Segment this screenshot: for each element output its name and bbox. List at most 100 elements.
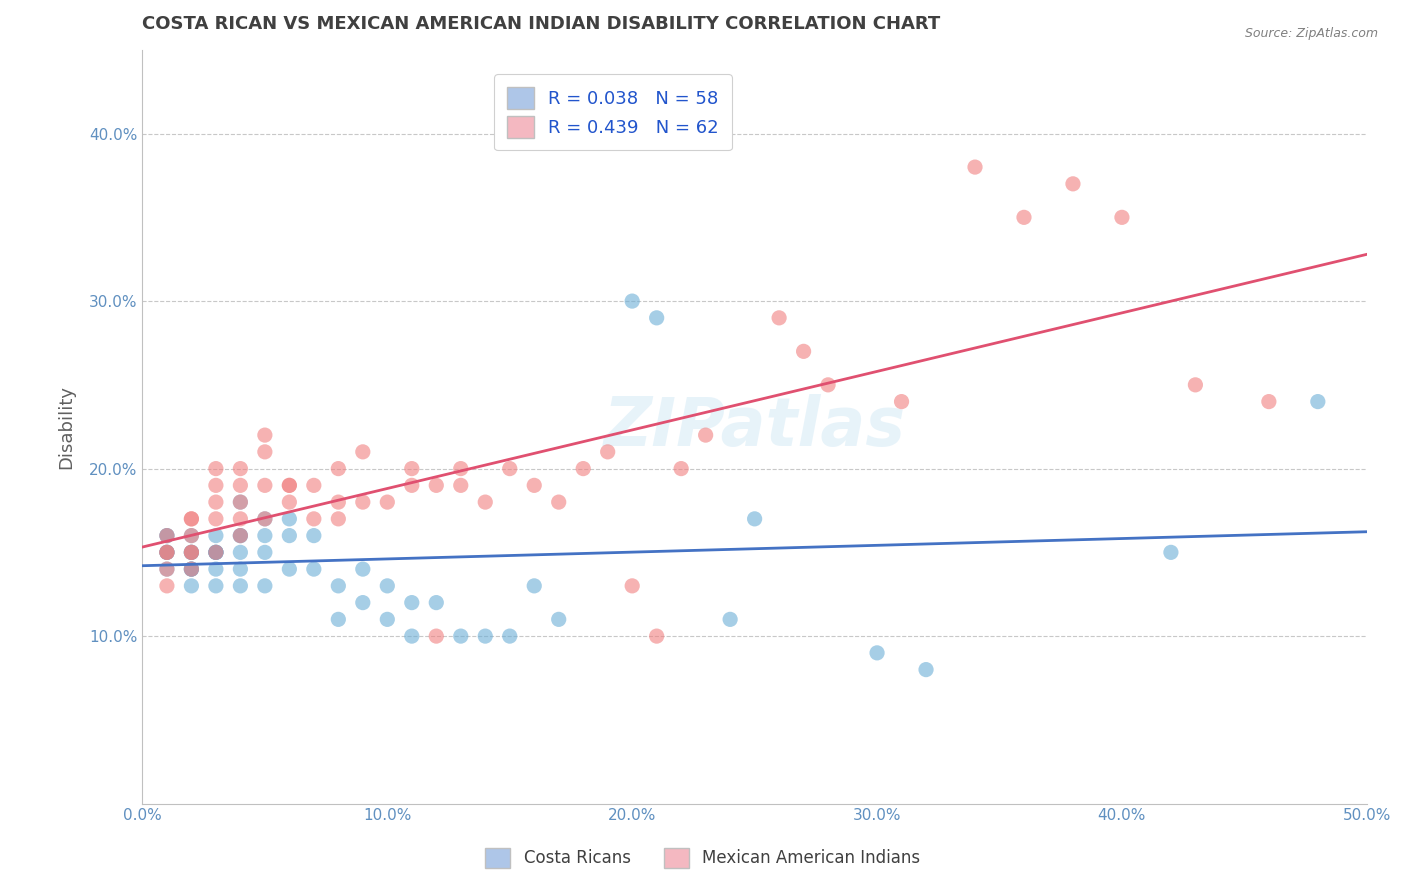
Point xyxy=(1184,377,1206,392)
Point xyxy=(718,612,741,626)
Point xyxy=(1012,211,1035,225)
Point xyxy=(1062,177,1084,191)
Point xyxy=(621,294,644,309)
Point xyxy=(1306,394,1329,409)
Point xyxy=(352,495,374,509)
Point xyxy=(180,512,202,526)
Point xyxy=(229,495,252,509)
Point xyxy=(180,562,202,576)
Point xyxy=(180,545,202,559)
Point xyxy=(229,545,252,559)
Point xyxy=(768,310,790,325)
Point xyxy=(401,478,423,492)
Point xyxy=(180,545,202,559)
Point xyxy=(328,461,350,475)
Point xyxy=(1111,211,1133,225)
Point xyxy=(229,528,252,542)
Point xyxy=(278,478,301,492)
Point xyxy=(302,478,325,492)
Point xyxy=(328,495,350,509)
Point xyxy=(669,461,692,475)
Legend: R = 0.038   N = 58, R = 0.439   N = 62: R = 0.038 N = 58, R = 0.439 N = 62 xyxy=(495,74,731,151)
Point xyxy=(450,478,472,492)
Point xyxy=(352,562,374,576)
Point xyxy=(401,596,423,610)
Point xyxy=(302,512,325,526)
Point xyxy=(817,377,839,392)
Point xyxy=(205,562,228,576)
Point xyxy=(499,629,522,643)
Text: Source: ZipAtlas.com: Source: ZipAtlas.com xyxy=(1244,27,1378,40)
Point xyxy=(474,629,496,643)
Point xyxy=(474,495,496,509)
Y-axis label: Disability: Disability xyxy=(58,384,75,468)
Point xyxy=(793,344,815,359)
Point xyxy=(596,445,619,459)
Point xyxy=(205,461,228,475)
Point xyxy=(156,545,179,559)
Point xyxy=(572,461,595,475)
Point xyxy=(205,545,228,559)
Point xyxy=(229,512,252,526)
Point xyxy=(499,461,522,475)
Point xyxy=(375,612,398,626)
Point xyxy=(523,478,546,492)
Point xyxy=(205,579,228,593)
Point xyxy=(180,562,202,576)
Point xyxy=(401,461,423,475)
Point xyxy=(156,545,179,559)
Point xyxy=(645,310,668,325)
Point xyxy=(425,629,447,643)
Point xyxy=(156,528,179,542)
Point xyxy=(352,596,374,610)
Point xyxy=(890,394,912,409)
Point xyxy=(180,545,202,559)
Point xyxy=(253,445,276,459)
Point xyxy=(645,629,668,643)
Point xyxy=(156,545,179,559)
Point xyxy=(253,579,276,593)
Point xyxy=(205,528,228,542)
Point xyxy=(205,545,228,559)
Point xyxy=(156,545,179,559)
Point xyxy=(205,478,228,492)
Point xyxy=(156,528,179,542)
Point xyxy=(156,562,179,576)
Point xyxy=(401,629,423,643)
Point xyxy=(180,528,202,542)
Point xyxy=(156,579,179,593)
Point xyxy=(156,562,179,576)
Text: COSTA RICAN VS MEXICAN AMERICAN INDIAN DISABILITY CORRELATION CHART: COSTA RICAN VS MEXICAN AMERICAN INDIAN D… xyxy=(142,15,941,33)
Point xyxy=(205,545,228,559)
Point xyxy=(425,596,447,610)
Point xyxy=(253,478,276,492)
Point xyxy=(328,512,350,526)
Point xyxy=(180,528,202,542)
Point xyxy=(375,579,398,593)
Point xyxy=(253,545,276,559)
Point xyxy=(278,528,301,542)
Point xyxy=(547,612,569,626)
Point xyxy=(328,612,350,626)
Point xyxy=(229,579,252,593)
Point xyxy=(547,495,569,509)
Point xyxy=(621,579,644,593)
Point xyxy=(866,646,889,660)
Point xyxy=(450,461,472,475)
Text: ZIPatlas: ZIPatlas xyxy=(603,393,905,459)
Point xyxy=(1160,545,1182,559)
Point xyxy=(915,663,938,677)
Point xyxy=(352,445,374,459)
Point xyxy=(180,512,202,526)
Point xyxy=(205,495,228,509)
Point xyxy=(229,478,252,492)
Point xyxy=(523,579,546,593)
Point xyxy=(205,512,228,526)
Point xyxy=(229,461,252,475)
Point xyxy=(695,428,717,442)
Legend: Costa Ricans, Mexican American Indians: Costa Ricans, Mexican American Indians xyxy=(479,841,927,875)
Point xyxy=(450,629,472,643)
Point xyxy=(156,545,179,559)
Point xyxy=(375,495,398,509)
Point xyxy=(205,545,228,559)
